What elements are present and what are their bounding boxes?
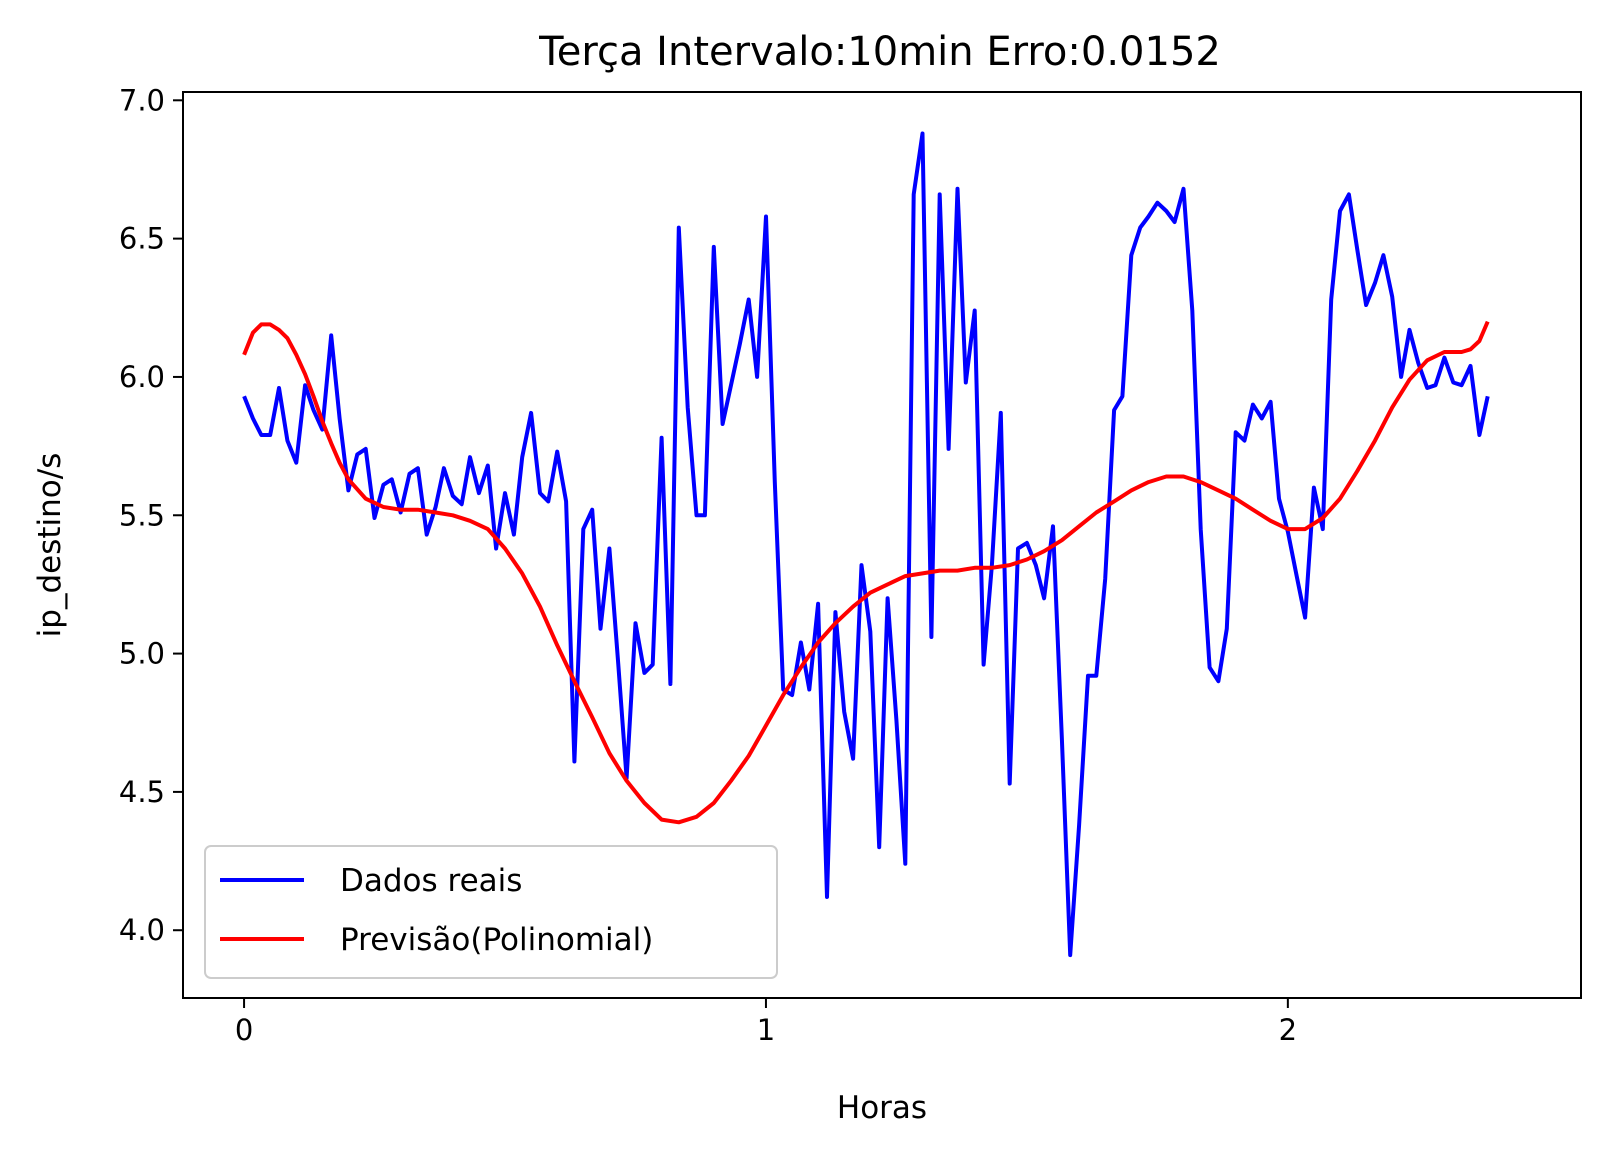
chart-title: Terça Intervalo:10min Erro:0.0152 — [538, 29, 1221, 75]
x-axis-ticks: 0 1 2 — [235, 998, 1297, 1047]
y-tick-label: 6.0 — [119, 360, 165, 394]
previsao-polinomial-line — [242, 320, 1490, 825]
x-axis-label: Horas — [837, 1090, 927, 1126]
plot-lines — [242, 131, 1490, 958]
plot-frame — [182, 91, 1582, 999]
y-tick-label: 5.5 — [119, 498, 165, 532]
x-tick-label: 2 — [1279, 1013, 1297, 1047]
y-tick-label: 6.5 — [119, 222, 165, 256]
y-axis-label: ip_destino/s — [32, 453, 68, 638]
y-tick-label: 4.0 — [119, 913, 165, 947]
legend-box — [204, 845, 778, 979]
y-tick-label: 7.0 — [119, 83, 165, 117]
x-tick-label: 0 — [235, 1013, 253, 1047]
y-axis-ticks: 4.0 4.5 5.0 5.5 6.0 6.5 7.0 — [119, 83, 183, 947]
legend-label-dados-reais: Dados reais — [340, 863, 522, 899]
x-tick-label: 1 — [757, 1013, 775, 1047]
y-tick-label: 5.0 — [119, 637, 165, 671]
y-tick-label: 4.5 — [119, 775, 165, 809]
legend-label-previsao-polinomial: Previsão(Polinomial) — [340, 922, 653, 958]
legend: Dados reais Previsão(Polinomial) — [204, 845, 778, 979]
